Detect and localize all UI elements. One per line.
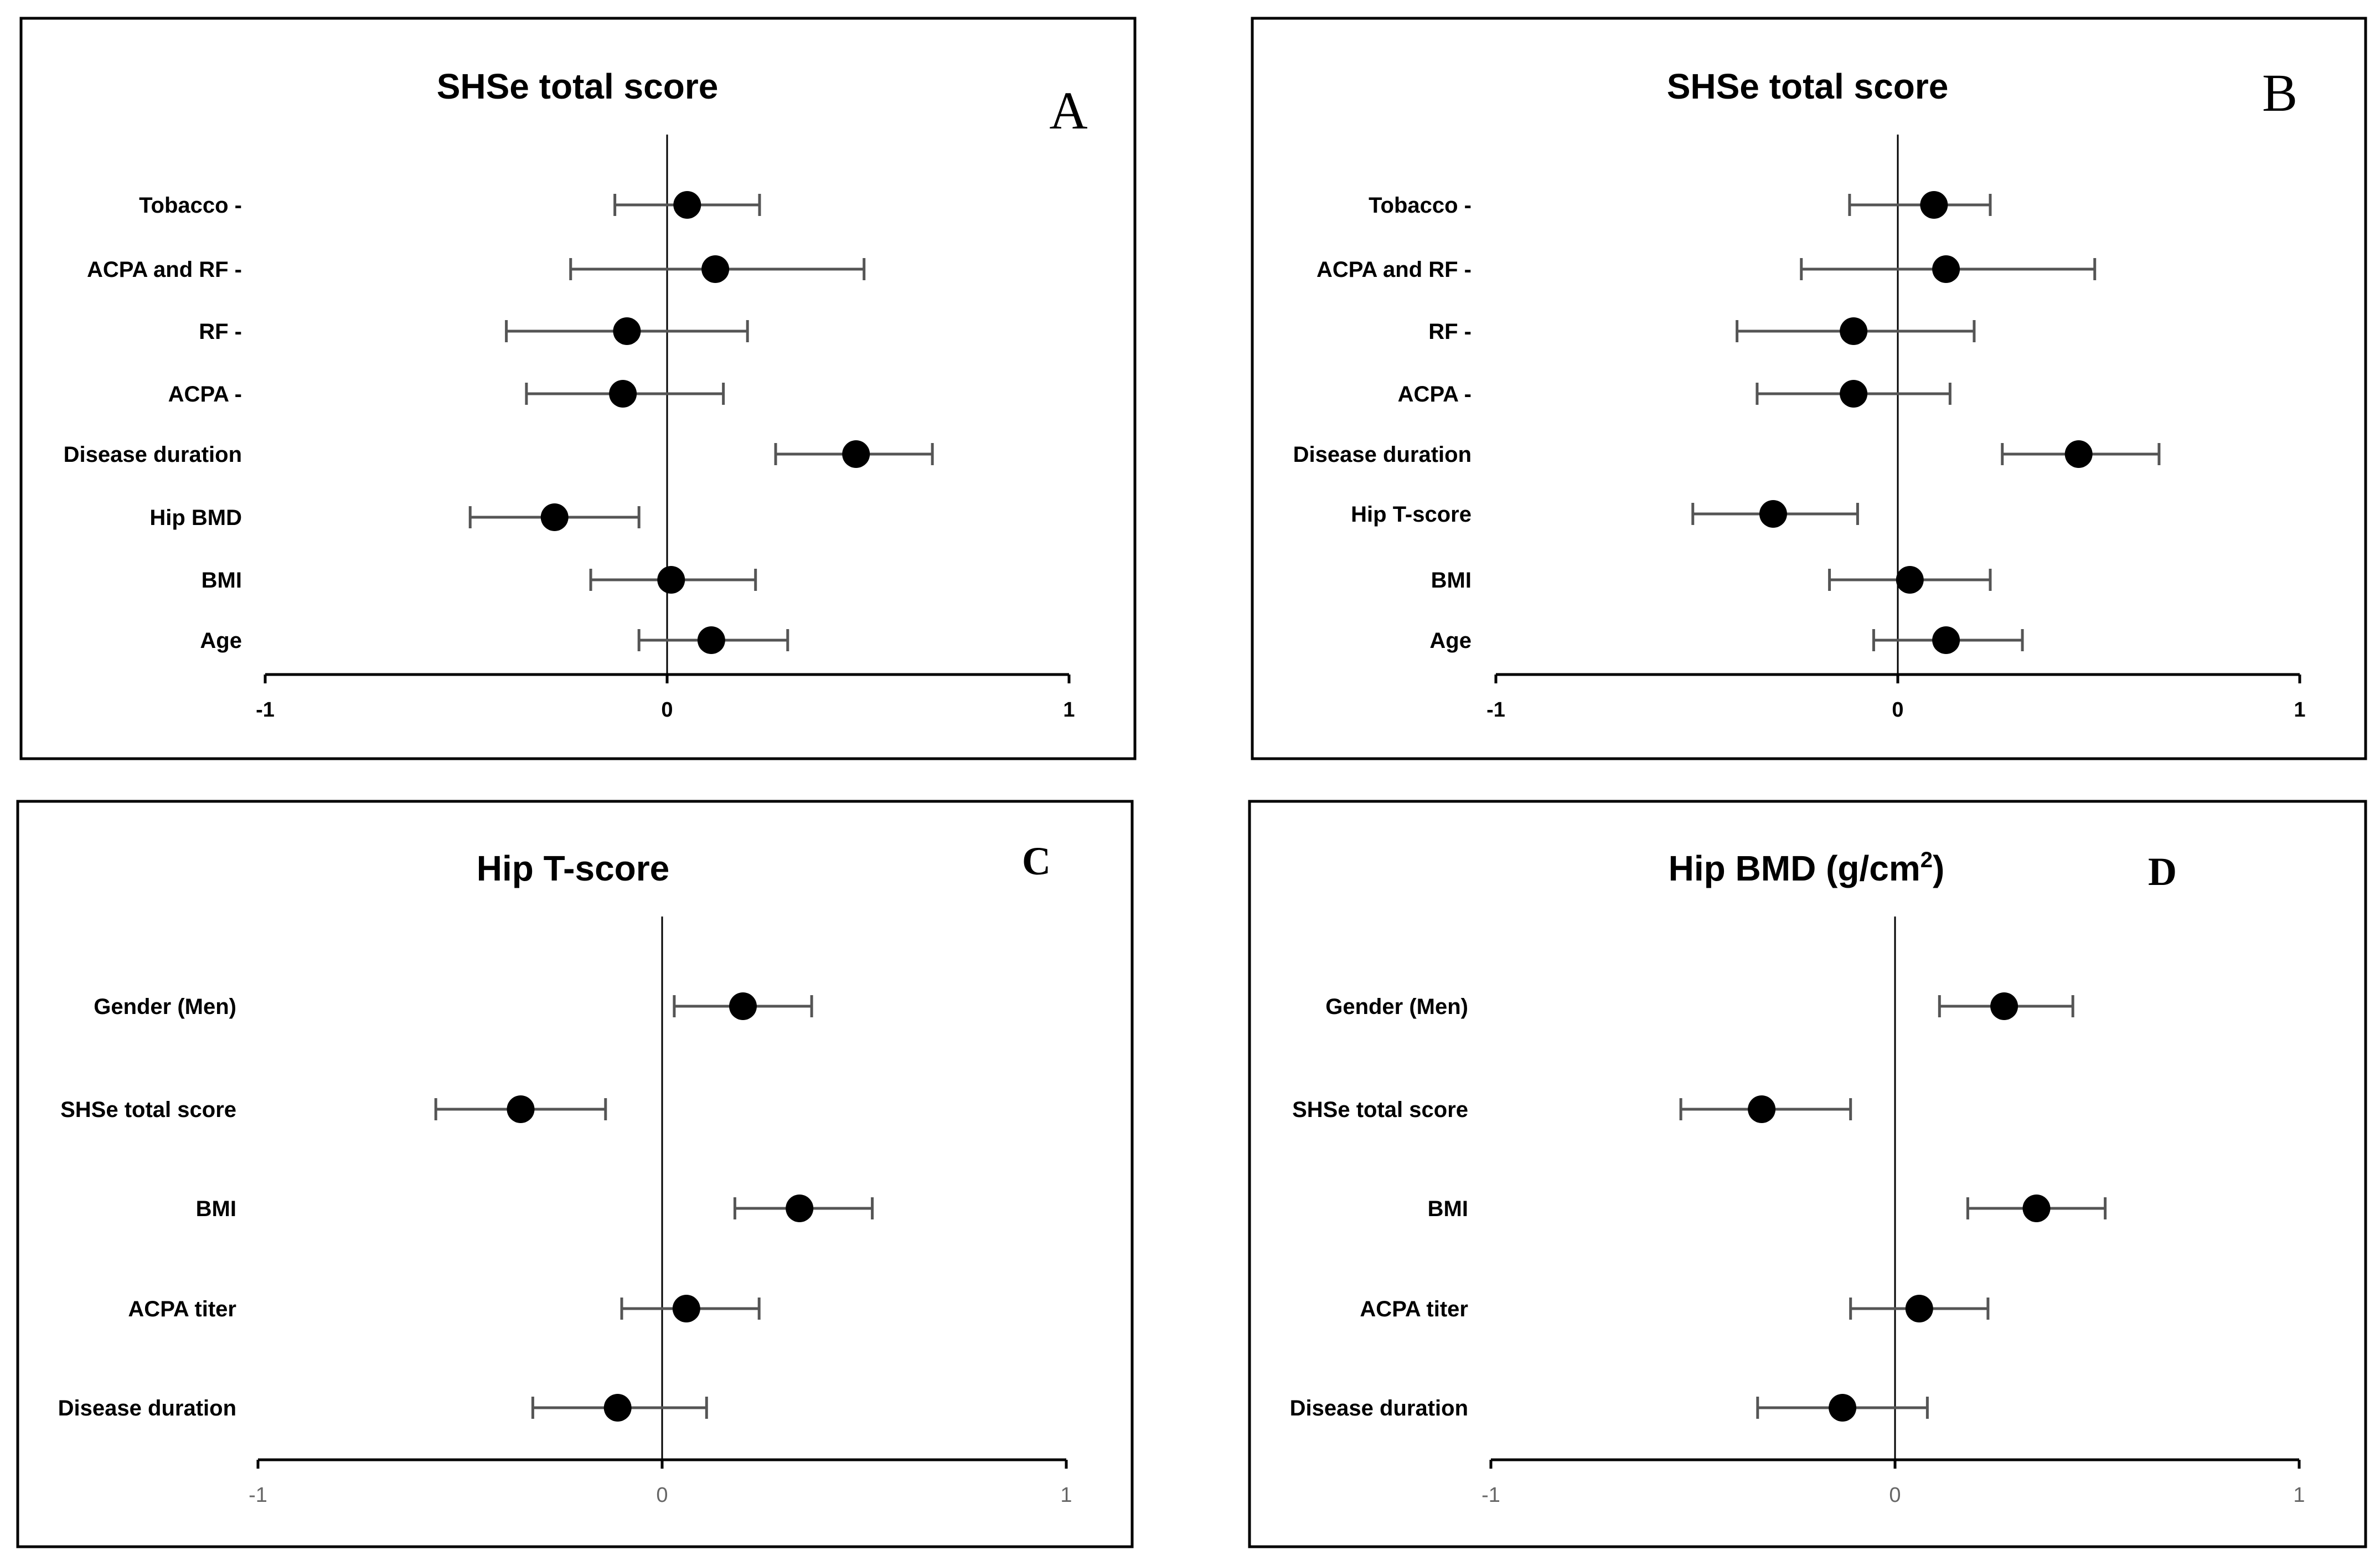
point-estimate bbox=[603, 1394, 632, 1422]
x-tick-label: -1 bbox=[1486, 698, 1505, 722]
point-estimate bbox=[613, 317, 641, 345]
x-tick-label: 0 bbox=[656, 1484, 668, 1507]
x-tick-label: -1 bbox=[1481, 1484, 1500, 1507]
x-tick-label: -1 bbox=[249, 1484, 267, 1507]
x-tick-label: -1 bbox=[256, 698, 275, 722]
row-label: Age bbox=[1429, 629, 1472, 653]
x-tick-label: 1 bbox=[1060, 1484, 1072, 1507]
point-estimate bbox=[609, 380, 637, 408]
panel-letter: C bbox=[1022, 839, 1051, 883]
panel-title: Hip BMD (g/cm2) bbox=[1669, 848, 1945, 888]
point-estimate bbox=[2064, 440, 2093, 468]
row-label: Hip BMD bbox=[149, 506, 242, 530]
point-estimate bbox=[1932, 626, 1960, 654]
point-estimate bbox=[1748, 1095, 1776, 1123]
point-estimate bbox=[657, 566, 685, 594]
panel-title-text: SHSe total score bbox=[1667, 66, 1949, 106]
row-label: BMI bbox=[196, 1197, 236, 1221]
point-estimate bbox=[540, 503, 569, 531]
row-label: Disease duration bbox=[1290, 1396, 1468, 1420]
panel-title-text: Hip BMD (g/cm bbox=[1669, 848, 1920, 888]
row-label: Age bbox=[200, 629, 242, 653]
point-estimate bbox=[786, 1195, 814, 1222]
row-label: Disease duration bbox=[1293, 442, 1472, 467]
panel-b: SHSe total score B -1 0 1 Tobacco - ACPA and R… bbox=[1251, 17, 2367, 760]
row-label: RF - bbox=[199, 320, 242, 344]
row-label: Gender (Men) bbox=[1325, 995, 1468, 1019]
point-estimate bbox=[697, 626, 725, 654]
row-label: RF - bbox=[1428, 320, 1472, 344]
panel-border bbox=[19, 17, 1137, 760]
point-estimate bbox=[1905, 1295, 1933, 1322]
point-estimate bbox=[729, 992, 757, 1020]
panel-d: Hip BMD (g/cm2) D -1 0 1 Gender (Men) SHSe tot… bbox=[1248, 800, 2367, 1548]
row-label: ACPA - bbox=[168, 382, 242, 406]
row-label: ACPA titer bbox=[1360, 1297, 1468, 1321]
point-estimate bbox=[1759, 500, 1787, 528]
row-label: BMI bbox=[1428, 1197, 1468, 1221]
point-estimate bbox=[672, 1295, 700, 1322]
panel-letter: A bbox=[1049, 81, 1087, 140]
point-estimate bbox=[1840, 380, 1868, 408]
point-estimate bbox=[1829, 1394, 1857, 1422]
panel-title-text: SHSe total score bbox=[437, 66, 719, 106]
row-label: ACPA and RF - bbox=[87, 258, 242, 282]
panel-letter: D bbox=[2148, 850, 2177, 894]
point-estimate bbox=[701, 255, 730, 283]
point-estimate bbox=[1840, 317, 1868, 345]
row-label: SHSe total score bbox=[60, 1098, 236, 1122]
panel-border bbox=[1248, 800, 2367, 1548]
row-label: Disease duration bbox=[64, 442, 242, 467]
row-label: Hip T-score bbox=[1351, 502, 1472, 527]
row-label: ACPA titer bbox=[128, 1297, 236, 1321]
panel-title: SHSe total score bbox=[437, 66, 719, 106]
point-estimate bbox=[2022, 1195, 2051, 1222]
row-label: Tobacco - bbox=[1369, 193, 1472, 218]
row-label: BMI bbox=[1431, 568, 1472, 593]
x-tick-label: 0 bbox=[661, 698, 673, 722]
x-tick-label: 1 bbox=[2293, 1484, 2305, 1507]
x-tick-label: 0 bbox=[1892, 698, 1903, 722]
panel-letter: B bbox=[2262, 63, 2298, 122]
point-estimate bbox=[507, 1095, 535, 1123]
row-label: Gender (Men) bbox=[94, 995, 236, 1019]
point-estimate bbox=[1896, 566, 1924, 594]
row-label: SHSe total score bbox=[1292, 1098, 1468, 1122]
point-estimate bbox=[1932, 255, 1960, 283]
point-estimate bbox=[1920, 191, 1948, 219]
point-estimate bbox=[842, 440, 870, 468]
panel-c: Hip T-score C -1 0 1 Gender (Men) SHSe total s… bbox=[16, 800, 1134, 1548]
row-label: Disease duration bbox=[58, 1396, 236, 1420]
row-label: Tobacco - bbox=[139, 193, 242, 218]
panel-title: SHSe total score bbox=[1667, 66, 1949, 106]
panel-a: SHSe total score A -1 0 1 Tobacco - ACPA and R… bbox=[19, 17, 1137, 760]
panel-title-text: Hip T-score bbox=[477, 848, 670, 888]
x-tick-label: 1 bbox=[2294, 698, 2305, 722]
panel-border bbox=[16, 800, 1134, 1548]
row-label: BMI bbox=[202, 568, 242, 593]
panel-border bbox=[1251, 17, 2367, 760]
point-estimate bbox=[1990, 992, 2018, 1020]
panel-title-suffix: ) bbox=[1933, 848, 1944, 888]
row-label: ACPA and RF - bbox=[1317, 258, 1472, 282]
x-tick-label: 0 bbox=[1889, 1484, 1901, 1507]
panel-title-superscript: 2 bbox=[1920, 848, 1933, 872]
panel-title: Hip T-score bbox=[477, 848, 670, 888]
row-label: ACPA - bbox=[1398, 382, 1472, 406]
x-tick-label: 1 bbox=[1063, 698, 1075, 722]
point-estimate bbox=[673, 191, 701, 219]
